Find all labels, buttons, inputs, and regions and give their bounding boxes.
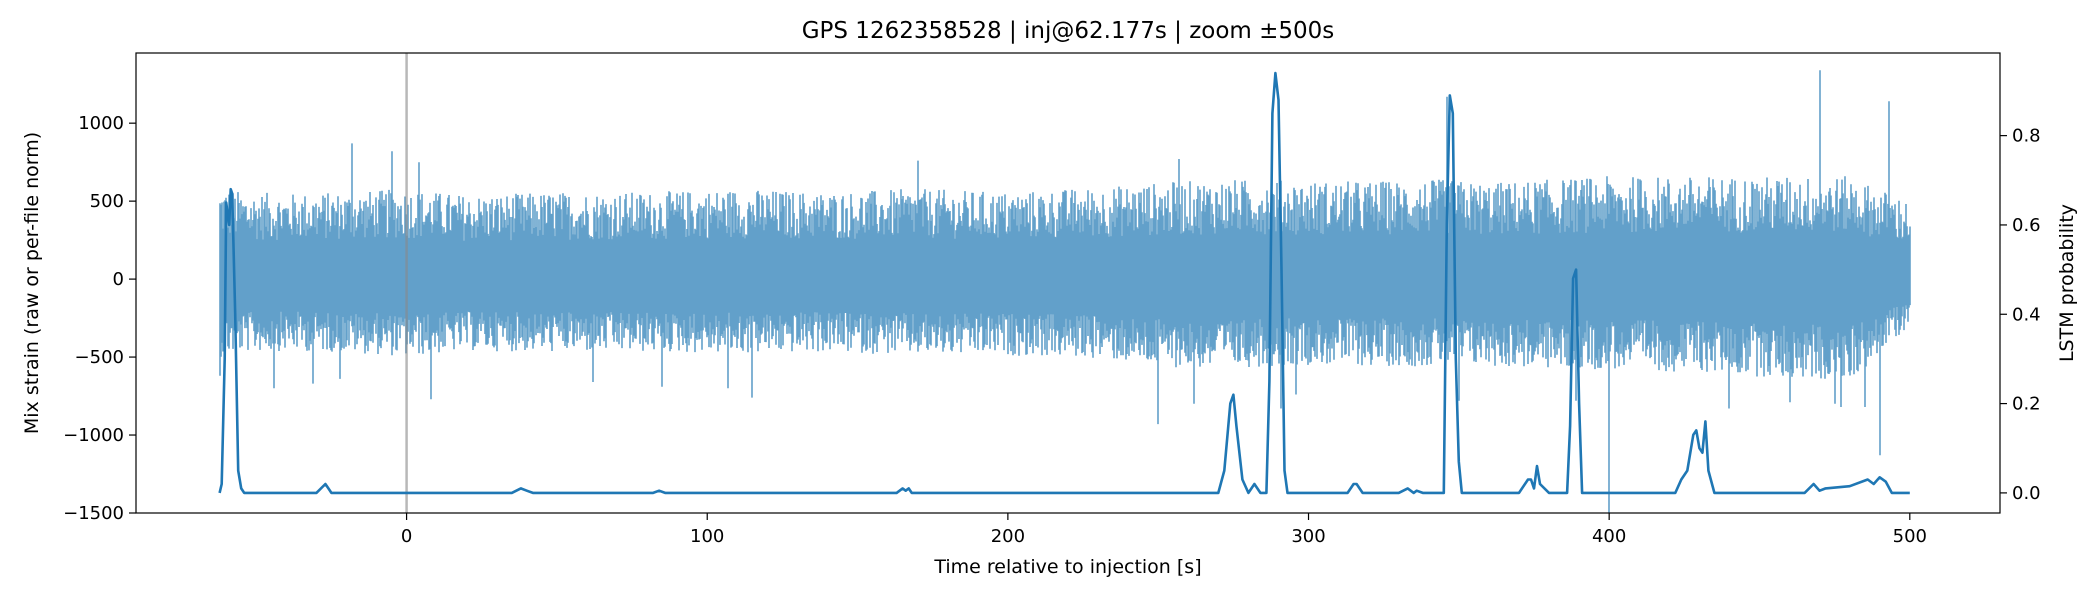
- y-right-tick-label: 0.6: [2012, 215, 2041, 236]
- x-axis-title: Time relative to injection [s]: [933, 556, 1201, 578]
- y-right-tick-label: 0.2: [2012, 394, 2041, 415]
- y-left-tick-label: 500: [90, 191, 124, 212]
- x-tick-label: 500: [1893, 526, 1927, 547]
- plot-frame: [135, 52, 2001, 514]
- x-tick-label: 100: [690, 526, 724, 547]
- y-left-tick-label: −1000: [63, 425, 124, 446]
- y-right-tick-label: 0.8: [2012, 126, 2041, 147]
- y-right-tick-label: 0.0: [2012, 483, 2041, 504]
- y-right-tick-label: 0.4: [2012, 304, 2041, 325]
- x-tick-label: 400: [1592, 526, 1626, 547]
- y-axis-title-left: Mix strain (raw or per-file norm): [21, 132, 43, 434]
- x-tick-label: 0: [401, 526, 412, 547]
- axes: 0 100 200 300 400 500 −1500 −1000 −500 0 500 1000 0.…: [63, 113, 2041, 547]
- y-left-tick-label: 1000: [78, 113, 124, 134]
- lstm-probability-line: [218, 71, 1910, 495]
- y-left-tick-label: −500: [75, 347, 124, 368]
- x-tick-label: 200: [991, 526, 1025, 547]
- y-axis-title-right: LSTM probability: [2056, 204, 2078, 362]
- y-left-tick-label: 0: [113, 269, 124, 290]
- plot-area: [218, 53, 1911, 513]
- x-tick-label: 300: [1291, 526, 1325, 547]
- y-left-tick-label: −1500: [63, 503, 124, 524]
- chart-title: GPS 1262358528 | inj@62.177s | zoom ±500…: [802, 18, 1335, 44]
